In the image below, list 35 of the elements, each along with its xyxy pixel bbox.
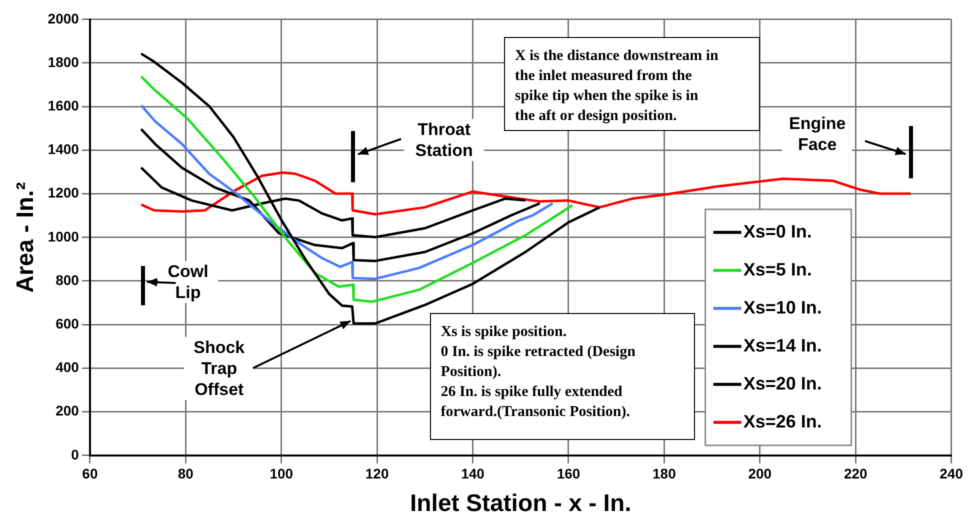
- y-tick-label: 0: [71, 446, 80, 462]
- x-tick-label: 80: [178, 466, 194, 482]
- y-tick-label: 1000: [48, 228, 80, 244]
- legend-label: Xs=0 In.: [743, 221, 812, 242]
- note-box: Xs is spike position. 0 In. is spike retracted (Design Position). 26 In. is spike fully extended forward.(Transonic Position).: [430, 312, 696, 440]
- annotation: Shock Trap Offset: [184, 337, 254, 400]
- annotation: Engine Face: [782, 112, 852, 155]
- x-tick-label: 200: [748, 466, 772, 482]
- y-tick-label: 1400: [48, 141, 80, 158]
- annotation: Cowl Lip: [158, 261, 218, 304]
- legend-label: Xs=5 In.: [743, 259, 812, 280]
- y-tick-label: 400: [56, 359, 80, 376]
- legend-label: Xs=20 In.: [743, 373, 822, 394]
- y-tick-label: 800: [56, 272, 80, 288]
- y-tick-label: 600: [56, 315, 80, 332]
- x-tick-label: 180: [652, 466, 676, 482]
- y-axis-title: Area - In.²: [12, 182, 40, 293]
- x-axis-title: Inlet Station - x - In.: [410, 490, 632, 518]
- legend-label: Xs=26 In.: [743, 411, 822, 432]
- y-tick-label: 200: [56, 402, 80, 419]
- x-tick-label: 160: [556, 466, 580, 482]
- y-tick-label: 1200: [48, 184, 80, 201]
- legend-label: Xs=14 In.: [743, 335, 822, 356]
- y-tick-label: 2000: [48, 10, 80, 26]
- y-tick-label: 1800: [48, 54, 80, 70]
- x-tick-label: 240: [940, 466, 964, 482]
- x-tick-label: 120: [365, 466, 389, 482]
- x-tick-label: 140: [461, 466, 485, 482]
- y-tick-label: 1600: [48, 97, 80, 114]
- x-tick-label: 60: [82, 466, 98, 482]
- x-tick-label: 100: [270, 466, 294, 482]
- x-tick-label: 220: [844, 466, 868, 482]
- annotation: Throat Station: [404, 119, 484, 162]
- note-box: X is the distance downstream in the inlet measured from the spike tip when the spike is in the aft or design position.: [504, 36, 760, 131]
- legend-label: Xs=10 In.: [743, 297, 822, 318]
